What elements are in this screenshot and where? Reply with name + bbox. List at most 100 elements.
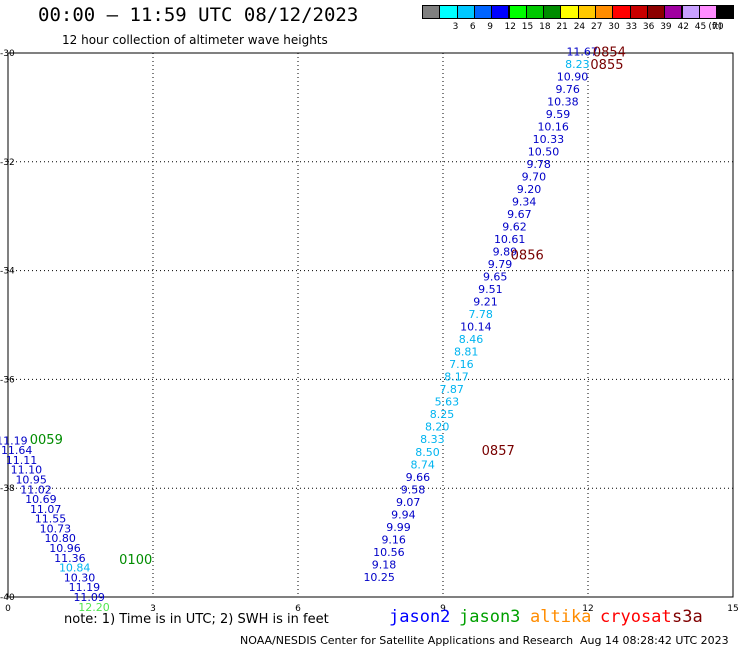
swh-value: 9.79 [488,258,513,271]
pass-time-label: 0059 [30,433,63,448]
x-tick-label: 15 [727,604,738,614]
legend-label: 42 [677,22,689,32]
swh-value: 10.16 [537,120,569,133]
swh-value: 11.64 [1,444,33,457]
swh-value: 9.58 [401,483,426,496]
pass-time-label: 0854 [593,45,626,60]
legend-label: 15 [521,22,534,32]
legend-label: 6 [469,22,476,32]
swh-value: 9.59 [546,108,571,121]
swh-value: 10.38 [547,95,579,108]
satellite-jason3: jason3 [459,607,521,627]
x-tick-label: 9 [440,604,446,614]
swh-value: 10.80 [44,532,76,545]
swh-value: 9.16 [381,533,406,546]
swh-value: 10.69 [25,493,57,506]
swh-value: 8.17 [444,371,469,384]
page-title: 00:00 – 11:59 UTC 08/12/2023 [38,4,359,26]
swh-value: 8.81 [454,346,479,359]
credit-text: NOAA/NESDIS Center for Satellite Applica… [240,634,574,647]
legend-label: 45 [694,22,707,32]
map-frame [7,52,734,598]
swh-value: 8.20 [425,421,450,434]
swh-value: 8.23 [565,58,590,71]
legend-unit: (ft) [708,22,722,32]
legend-label: 33 [625,22,638,32]
swh-value: 10.61 [494,233,526,246]
pass-time-label: 0856 [511,248,544,263]
y-tick-label: -30 [0,49,15,59]
swh-value: 10.30 [64,571,96,584]
swh-value: 10.95 [15,473,47,486]
pass-time-label: 0100 [119,553,152,568]
swh-value: 9.70 [522,170,547,183]
satellite-altika: altika [530,607,592,627]
swh-value: 10.90 [557,70,589,83]
swh-value: 8.25 [430,408,455,421]
swh-value: 10.33 [533,133,565,146]
swh-value: 11.67 [566,45,598,58]
swh-value: 8.46 [459,333,484,346]
swh-value: 9.21 [473,296,498,309]
swh-value: 9.78 [526,158,551,171]
legend-label: 21 [556,22,568,32]
swh-value: 11.36 [54,552,86,565]
x-tick-label: 0 [5,604,11,614]
y-tick-label: -36 [0,375,15,385]
timestamp-text: Aug 14 08:28:42 UTC 2023 [580,634,729,647]
swh-value: 8.33 [420,433,445,446]
legend-label: 39 [660,22,672,32]
satellite-jason2: jason2 [389,607,451,627]
swh-value: 10.50 [528,145,560,158]
legend-label: 18 [539,22,551,32]
swh-value: 7.87 [439,383,464,396]
swh-value: 9.62 [502,221,527,234]
swh-value: 7.78 [468,308,493,321]
swh-value: 10.25 [363,571,395,584]
swh-value: 10.14 [460,321,492,334]
legend-label: 30 [608,22,620,32]
swh-value: 5.63 [435,396,460,409]
note-text: note: 1) Time is in UTC; 2) SWH is in fe… [64,612,329,627]
legend-label: 9 [487,22,493,32]
swh-value: 9.67 [507,208,532,221]
swh-value: 11.11 [6,454,38,467]
swh-value: 9.65 [483,271,508,284]
pass-time-label: 0855 [590,58,623,73]
pass-time-label: 0857 [482,444,515,459]
x-tick-label: 3 [150,604,156,614]
legend-swatch [716,5,735,19]
page-subtitle: 12 hour collection of altimeter wave hei… [62,33,328,47]
x-tick-label: 12 [582,604,593,614]
legend-label: 36 [642,22,655,32]
swh-value: 7.16 [449,358,474,371]
swh-value: 12.20 [78,601,110,614]
swh-value: 9.66 [406,471,431,484]
swh-value: 10.96 [49,542,81,555]
swh-value: 11.19 [0,434,28,447]
swh-value: 9.51 [478,283,503,296]
swh-value: 8.74 [410,458,435,471]
swh-value: 9.18 [372,558,397,571]
legend-label: 24 [573,22,586,32]
swh-value: 11.09 [73,591,105,604]
satellite-cryosat: cryosat [600,607,672,627]
legend-label: 70 [712,22,724,32]
swh-value: 11.55 [35,513,67,526]
y-tick-label: -32 [0,158,15,168]
swh-value: 10.73 [40,522,72,535]
swh-value: 11.10 [11,464,43,477]
swh-value: 9.76 [555,83,580,96]
y-tick-label: -34 [0,267,15,277]
swh-value: 10.56 [373,546,405,559]
y-tick-label: -40 [0,593,15,603]
swh-value: 9.94 [391,508,416,521]
y-tick-label: -38 [0,484,15,494]
swh-value: 9.34 [512,196,537,209]
swh-value: 9.20 [517,183,542,196]
swh-value: 9.07 [396,496,421,509]
x-tick-label: 6 [295,604,301,614]
swh-value: 8.50 [415,446,440,459]
swh-value: 9.89 [493,246,518,259]
